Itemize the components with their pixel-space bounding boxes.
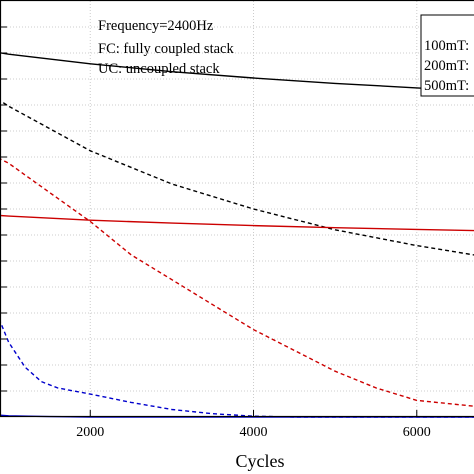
series-line-3 (0, 214, 474, 232)
x-tick-label: 2000 (76, 425, 104, 440)
plot-frame (0, 0, 474, 418)
grid (1, 1, 474, 416)
annotation-box: Frequency=2400Hz FC: fully coupled stack… (98, 18, 234, 77)
legend-box (420, 14, 474, 97)
legend-entry-200mT: 200mT: (424, 58, 469, 74)
x-axis-label: Cycles (236, 451, 285, 471)
legend-entry-100mT: 100mT: (424, 38, 469, 54)
x-tick-label: 6000 (403, 425, 431, 440)
x-tick-labels: 2000 4000 6000 (76, 425, 431, 440)
annotation-frequency: Frequency=2400Hz (98, 18, 214, 34)
tick-marks (1, 26, 418, 416)
annotation-fc: FC: fully coupled stack (98, 41, 234, 57)
series-layer (0, 52, 474, 418)
annotation-uc: UC: uncoupled stack (98, 61, 220, 77)
series-line-5 (0, 319, 474, 418)
series-line-4 (0, 158, 474, 407)
legend-entry-500mT: 500mT: (424, 78, 469, 94)
legend: 100mT: 200mT: 500mT: (420, 14, 474, 97)
series-line-1 (0, 52, 474, 92)
x-tick-label: 4000 (240, 425, 268, 440)
